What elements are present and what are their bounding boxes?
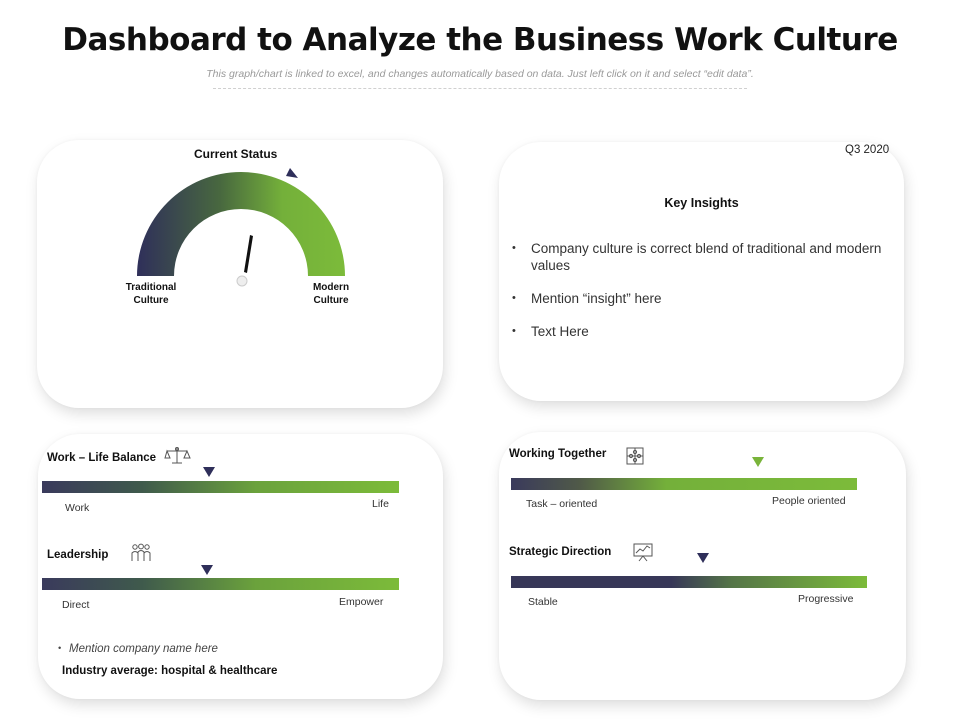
working-together-left-label: Task – oriented <box>526 498 598 510</box>
insight-item: • Text Here <box>512 324 589 339</box>
working-together-marker <box>752 457 764 467</box>
leadership-scale-bar <box>42 578 399 590</box>
insight-item: • Mention “insight” here <box>512 291 662 306</box>
presentation-board-icon <box>633 543 653 562</box>
leadership-left-label: Direct <box>62 599 90 611</box>
work-life-marker <box>203 467 215 477</box>
strategic-direction-right-label: Progressive <box>798 593 854 605</box>
page-subtitle: This graph/chart is linked to excel, and… <box>206 68 754 80</box>
gauge-needle <box>244 235 253 273</box>
strategic-direction-marker <box>697 553 709 563</box>
working-together-right-label: People oriented <box>772 495 846 507</box>
work-life-right-label: Life <box>372 498 389 510</box>
status-gauge <box>75 168 408 287</box>
strategic-direction-scale-bar <box>511 576 867 588</box>
working-together-scale-bar <box>511 478 857 490</box>
strategic-direction-left-label: Stable <box>528 596 558 608</box>
teamwork-strategy-card <box>499 432 906 700</box>
industry-average-label: Industry average: hospital & healthcare <box>62 665 278 677</box>
leadership-title: Leadership <box>47 549 109 561</box>
gauge-arrow-marker <box>286 168 298 178</box>
current-status-title: Current Status <box>194 147 278 161</box>
period-label: Q3 2020 <box>845 144 890 156</box>
header-divider <box>213 88 747 89</box>
puzzle-icon <box>626 447 644 465</box>
people-group-icon <box>131 543 151 561</box>
insight-item: • Company culture is correct blend of tra… <box>512 241 882 273</box>
working-together-title: Working Together <box>509 448 607 460</box>
scale-balance-icon <box>164 447 191 464</box>
strategic-direction-title: Strategic Direction <box>509 546 612 558</box>
gauge-left-label: Traditional Culture <box>125 282 177 306</box>
work-life-title: Work – Life Balance <box>47 452 157 464</box>
key-insights-card <box>499 142 904 401</box>
work-balance-leadership-card <box>38 434 443 699</box>
leadership-right-label: Empower <box>339 596 384 608</box>
key-insights-title: Key Insights <box>664 196 739 210</box>
company-note: • Mention company name here <box>58 643 218 655</box>
work-life-scale-bar <box>42 481 399 493</box>
gauge-right-label: Modern Culture <box>312 282 350 306</box>
gauge-pivot <box>236 275 248 287</box>
insights-list: • Company culture is correct blend of tra… <box>512 240 892 356</box>
leadership-marker <box>201 565 213 575</box>
work-life-left-label: Work <box>65 502 90 514</box>
gauge-arc <box>137 172 345 276</box>
page-title: Dashboard to Analyze the Business Work C… <box>62 22 898 58</box>
